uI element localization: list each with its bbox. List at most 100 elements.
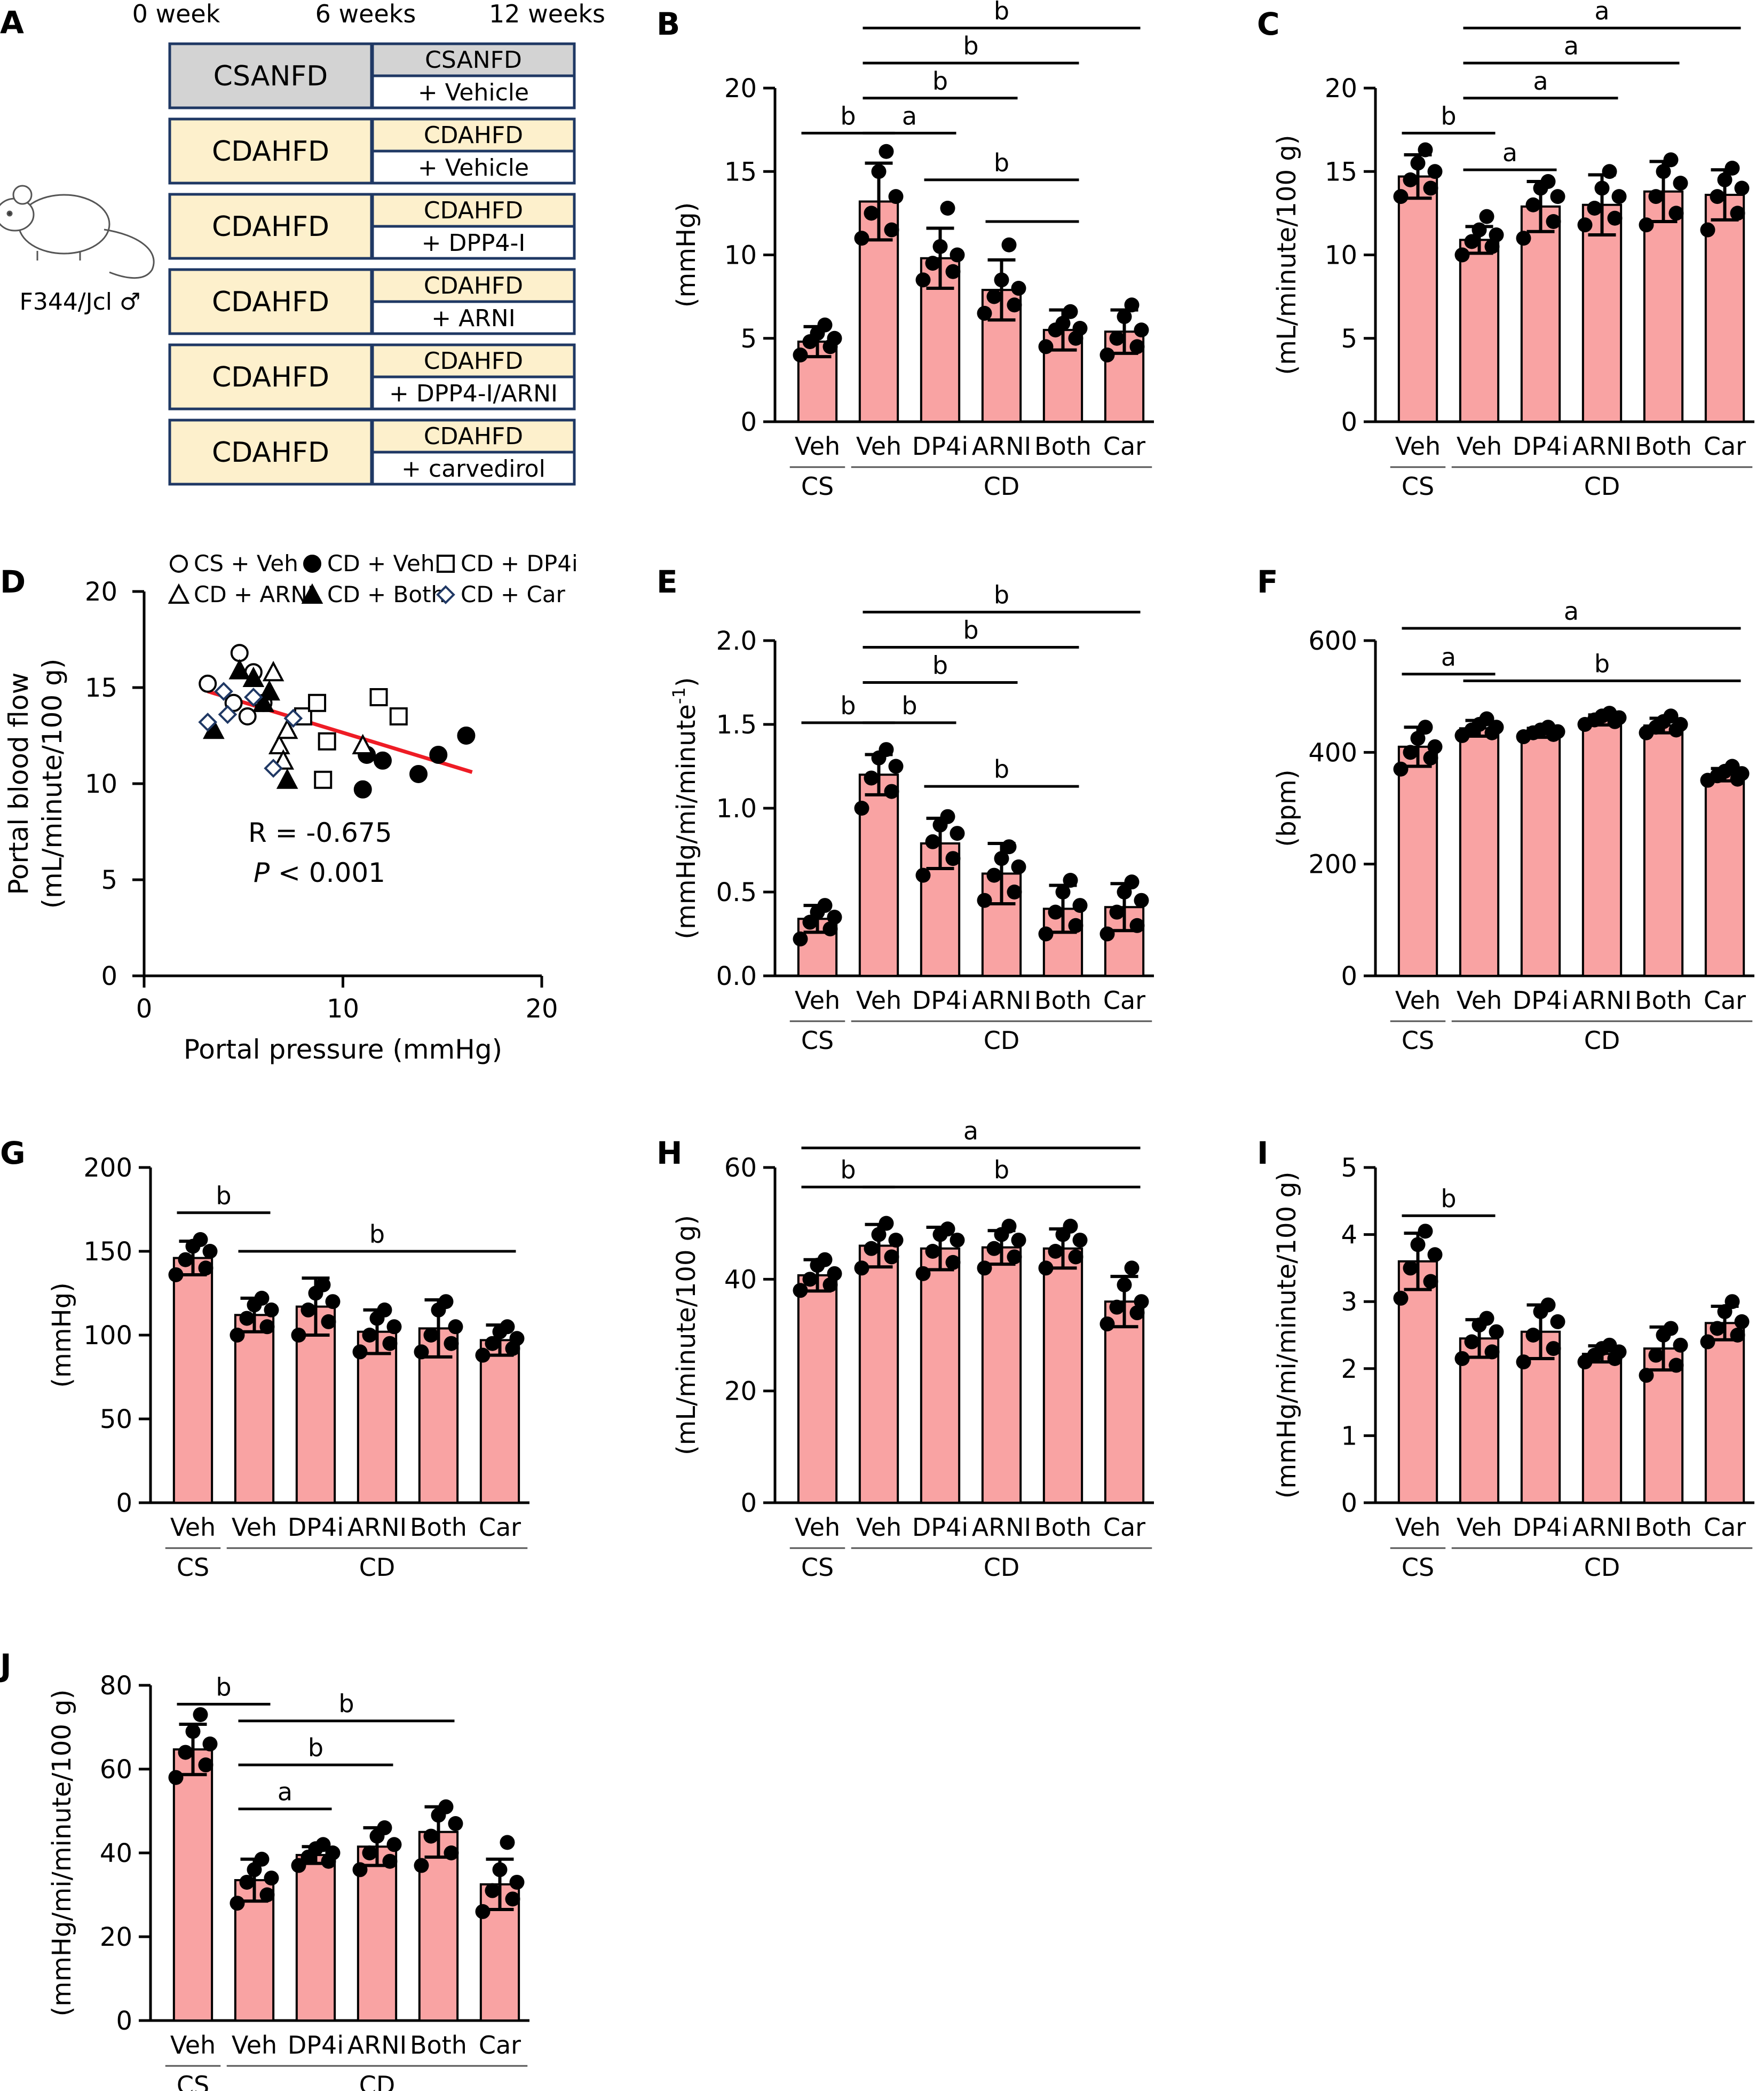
data-point	[950, 826, 965, 841]
data-point	[854, 231, 869, 246]
legend-label: CD + Veh	[327, 550, 435, 577]
chart-b: B 0 5 10 15 20 (mmHg) Veh Veh DP4i ARNI Both Car CS CD…	[656, 0, 1154, 501]
legend-marker	[303, 555, 321, 573]
scatter-point	[429, 746, 448, 764]
chart-j: J 0 20 40 60 80 (mmHg/mi/minute/100 g) Veh Veh DP…	[0, 1647, 529, 2091]
data-point	[1134, 322, 1149, 338]
significance-label: b	[216, 1181, 231, 1210]
data-point	[1587, 201, 1602, 216]
y-tick-label: 1	[1341, 1421, 1357, 1451]
legend-label: CS + Veh	[194, 550, 298, 577]
bar	[1520, 731, 1561, 977]
data-point	[1700, 222, 1715, 238]
data-point	[500, 1319, 515, 1335]
data-point	[1072, 898, 1088, 913]
data-point	[1489, 720, 1504, 735]
panel-letter-f: F	[1257, 564, 1278, 600]
data-point	[1540, 720, 1556, 735]
significance-label: b	[901, 691, 917, 720]
significance-label: a	[902, 101, 917, 130]
x-tick-label: Veh	[856, 1513, 901, 1542]
data-point	[1668, 1358, 1684, 1373]
chart-d: D 0 5 10 15 20 0 10 20 Portal pressure (mmHg) Port…	[0, 550, 578, 1065]
bar	[1104, 1300, 1145, 1504]
data-point	[1001, 237, 1017, 253]
data-point	[505, 1891, 520, 1907]
data-point	[994, 272, 1009, 288]
x-tick-label: Both	[1635, 1513, 1692, 1542]
data-point	[414, 1858, 429, 1873]
legend-label: CD + DP4i	[461, 550, 578, 577]
x-tick-label: Car	[1103, 986, 1145, 1015]
panel-letter-c: C	[1257, 6, 1280, 42]
row6-second-bottom: + carvedirol	[401, 455, 545, 483]
bar	[1704, 774, 1745, 977]
data-point	[1454, 247, 1470, 263]
data-point	[986, 867, 1002, 883]
x-tick-label: Veh	[232, 1513, 277, 1542]
significance-label: a	[1502, 138, 1517, 167]
data-point	[377, 1302, 392, 1317]
x-tick-label: Car	[479, 2031, 521, 2060]
data-point	[1007, 1249, 1022, 1265]
scatter-point	[276, 718, 298, 739]
scatter-point	[369, 688, 388, 706]
chart-e: E 0.0 0.5 1.0 1.5 2.0 (mmHg/mi/minute-1) Veh Veh…	[656, 564, 1154, 1055]
data-point	[321, 1314, 336, 1329]
group-label: CS	[1402, 1553, 1434, 1582]
row6-first: CDAHFD	[212, 437, 329, 469]
data-point	[444, 1336, 459, 1351]
data-point	[264, 1871, 279, 1886]
bar	[1581, 719, 1623, 977]
group-label: CS	[177, 2071, 209, 2091]
bar	[418, 1830, 459, 2022]
scatter-point	[268, 733, 290, 754]
scatter-point	[198, 712, 218, 732]
y-tick-label: 20	[100, 1922, 132, 1952]
data-point	[1700, 1334, 1715, 1350]
data-point	[1602, 1337, 1617, 1353]
data-point	[888, 1233, 904, 1248]
data-point	[1001, 839, 1017, 855]
y-axis-label: (mL/minute/100 g)	[671, 1215, 701, 1455]
bar	[1459, 727, 1500, 977]
legend-marker	[301, 583, 323, 604]
panel-letter-b: B	[656, 6, 680, 42]
y-axis-label-end: )	[671, 677, 701, 687]
data-point	[259, 1319, 275, 1335]
bar	[172, 1748, 213, 2022]
data-point	[994, 851, 1009, 866]
x-tick-label: DP4i	[1513, 986, 1569, 1015]
data-point	[1454, 1351, 1470, 1366]
data-point	[884, 784, 899, 799]
data-point	[1540, 174, 1556, 189]
data-point	[438, 1294, 454, 1309]
y-tick-label: 40	[100, 1838, 132, 1868]
data-point	[1011, 859, 1026, 874]
group-label: CD	[359, 2071, 395, 2091]
data-point	[950, 1233, 965, 1248]
row2-first: CDAHFD	[212, 136, 329, 168]
data-point	[864, 206, 879, 221]
data-point	[817, 1252, 833, 1267]
data-point	[827, 330, 842, 346]
chart-h: H 0 20 40 60 (mL/minute/100 g) Veh Veh DP4i ARNI B…	[656, 1116, 1154, 1582]
data-point	[1007, 885, 1022, 899]
data-point	[1423, 1274, 1438, 1289]
data-point	[300, 1302, 316, 1317]
data-point	[977, 305, 992, 321]
data-point	[315, 1837, 331, 1852]
bar	[1581, 203, 1623, 423]
row2-second-bottom: + Vehicle	[418, 154, 529, 182]
data-point	[1423, 180, 1438, 196]
data-point	[884, 1249, 899, 1265]
scatter-point	[264, 759, 283, 778]
data-point	[1427, 164, 1443, 179]
x-tick-label: Both	[410, 1513, 467, 1542]
y-tick-label: 5	[101, 865, 117, 895]
y-tick-label: 1.0	[716, 794, 757, 824]
data-point	[1479, 209, 1494, 224]
significance-label: b	[994, 148, 1009, 177]
data-point	[940, 201, 955, 216]
